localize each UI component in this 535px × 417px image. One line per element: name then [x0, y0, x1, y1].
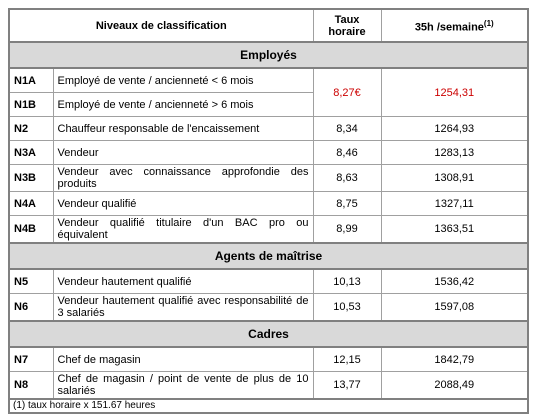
row: N7 Chef de magasin 12,15 1842,79	[8, 346, 529, 372]
rate-cell: 8,46	[312, 140, 382, 165]
label-cell: Vendeur qualifié titulaire d'un BAC pro …	[52, 215, 314, 244]
row: N3A Vendeur 8,46 1283,13	[8, 140, 529, 165]
code-cell: N6	[8, 293, 54, 322]
row: N6 Vendeur hautement qualifié avec respon…	[8, 293, 529, 322]
footnote-ref: (1)	[483, 18, 494, 28]
code-cell: N2	[8, 116, 54, 141]
section-title: Agents de maîtrise	[8, 242, 529, 270]
code-cell: N5	[8, 268, 54, 294]
label-cell: Vendeur	[52, 140, 314, 165]
header-text: 35h /semaine	[414, 21, 484, 34]
monthly-cell: 1842,79	[380, 346, 529, 372]
row: N5 Vendeur hautement qualifié 10,13 1536,42	[8, 268, 529, 294]
row: N1B Employé de vente / ancienneté > 6 moi…	[8, 92, 528, 117]
monthly-cell: 1363,51	[380, 215, 529, 244]
code-cell: N3B	[8, 164, 54, 192]
header-row: Niveaux de classification Taux horaire 3…	[8, 8, 529, 43]
monthly-cell: 1254,31	[380, 67, 529, 117]
code-cell: N4B	[8, 215, 54, 244]
label-cell: Employé de vente / ancienneté > 6 mois	[52, 92, 314, 117]
classification-table: Niveaux de classification Taux horaire 3…	[8, 8, 529, 414]
footnote: (1) taux horaire x 151.67 heures	[8, 398, 529, 414]
label-cell: Vendeur avec connaissance approfondie de…	[52, 164, 314, 192]
rate-cell: 8,99	[312, 215, 382, 244]
code-cell: N3A	[8, 140, 54, 165]
monthly-cell: 1536,42	[380, 268, 529, 294]
monthly-cell: 1264,93	[380, 116, 529, 141]
monthly-cell: 2088,49	[380, 371, 529, 400]
section-row: Employés	[8, 41, 529, 69]
table-body: Employés N1A Employé de vente / ancienneté…	[8, 41, 529, 414]
row: N8 Chef de magasin / point de vente de pl…	[8, 371, 529, 400]
row: N4A Vendeur qualifié 8,75 1327,11	[8, 191, 529, 216]
label-cell: Vendeur hautement qualifié	[52, 268, 314, 294]
monthly-cell: 1597,08	[380, 293, 529, 322]
rate-cell: 8,63	[312, 164, 382, 192]
section-title: Cadres	[8, 320, 529, 348]
rate-cell: 10,53	[312, 293, 382, 322]
header-cell: Niveaux de classification	[8, 8, 314, 43]
section-row: Agents de maîtrise	[8, 242, 529, 270]
code-cell: N8	[8, 371, 54, 400]
monthly-cell: 1327,11	[380, 191, 529, 216]
rate-cell: 13,77	[312, 371, 382, 400]
footnote-row: (1) taux horaire x 151.67 heures	[8, 398, 529, 414]
table-header: Niveaux de classification Taux horaire 3…	[8, 8, 529, 43]
rate-cell: 12,15	[312, 346, 382, 372]
label-cell: Chauffeur responsable de l'encaissement	[52, 116, 314, 141]
label-cell: Chef de magasin	[52, 346, 314, 372]
label-cell: Employé de vente / ancienneté < 6 mois	[52, 67, 314, 93]
label-cell: Vendeur hautement qualifié avec responsa…	[52, 293, 314, 322]
section-row: Cadres	[8, 320, 529, 348]
rate-cell: 10,13	[312, 268, 382, 294]
row: N1A Employé de vente / ancienneté < 6 moi…	[8, 67, 529, 117]
row: N3B Vendeur avec connaissance approfondie…	[8, 164, 529, 192]
header-cell: 35h /semaine(1)	[380, 8, 529, 43]
code-cell: N1B	[8, 92, 54, 117]
code-cell: N4A	[8, 191, 54, 216]
row: N2 Chauffeur responsable de l'encaissemen…	[8, 116, 529, 141]
header-cell: Taux horaire	[312, 8, 382, 43]
label-cell: Vendeur qualifié	[52, 191, 314, 216]
monthly-cell: 1283,13	[380, 140, 529, 165]
monthly-cell: 1308,91	[380, 164, 529, 192]
code-cell: N7	[8, 346, 54, 372]
code-cell: N1A	[8, 67, 54, 93]
rate-cell: 8,75	[312, 191, 382, 216]
rate-cell: 8,34	[312, 116, 382, 141]
label-cell: Chef de magasin / point de vente de plus…	[52, 371, 314, 400]
rate-cell: 8,27€	[312, 67, 382, 117]
section-title: Employés	[8, 41, 529, 69]
row: N4B Vendeur qualifié titulaire d'un BAC p…	[8, 215, 529, 244]
